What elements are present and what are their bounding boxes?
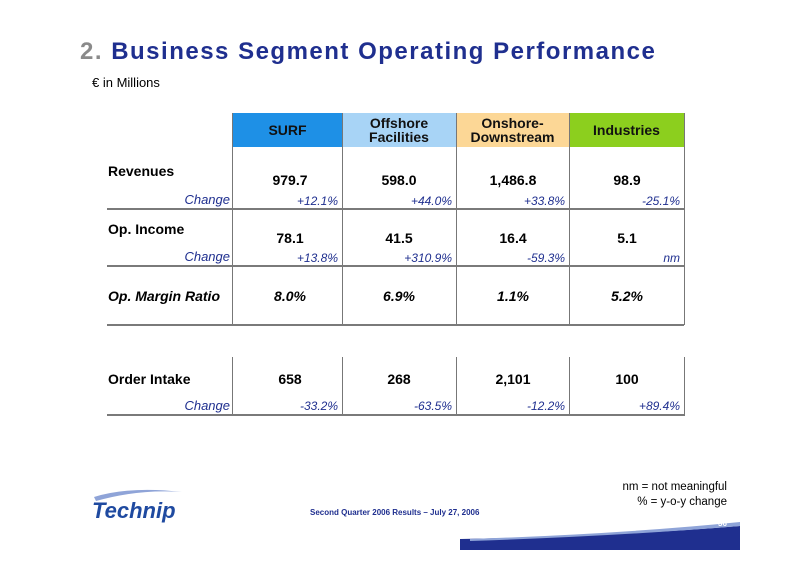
op-income-value: 5.1 xyxy=(617,230,637,246)
order-intake-value: 2,101 xyxy=(495,371,531,387)
title-text: Business Segment Operating Performance xyxy=(111,38,657,65)
revenues-change: +12.1% xyxy=(296,194,338,208)
logo-text: Technip xyxy=(92,498,176,523)
grid-line xyxy=(684,113,685,325)
revenues-value: 1,486.8 xyxy=(489,172,537,188)
header-onshore: Onshore- Downstream xyxy=(456,113,569,147)
page-title: 2. Business Segment Operating Performanc… xyxy=(80,38,656,66)
op-income-change: +13.8% xyxy=(296,251,338,265)
op-income-change: +310.9% xyxy=(404,251,452,265)
grid-line xyxy=(456,113,457,325)
grid-line xyxy=(569,113,570,325)
header-industries: Industries xyxy=(569,113,684,147)
grid-line xyxy=(342,357,343,416)
op-margin-label: Op. Margin Ratio xyxy=(108,288,220,304)
row-divider xyxy=(107,208,684,210)
grid-line xyxy=(232,113,233,325)
revenues-value: 98.9 xyxy=(613,172,641,188)
op-margin-value: 6.9% xyxy=(383,288,415,304)
header-offshore-line1: Offshore xyxy=(369,115,429,131)
revenues-change-label: Change xyxy=(184,192,230,207)
order-intake-label: Order Intake xyxy=(108,371,191,387)
revenues-label: Revenues xyxy=(108,163,175,179)
op-income-value: 78.1 xyxy=(276,230,304,246)
order-intake-value: 268 xyxy=(387,371,411,387)
op-margin-value: 1.1% xyxy=(497,288,529,304)
revenues-change: +33.8% xyxy=(523,194,565,208)
footnote: nm = not meaningful xyxy=(622,481,727,493)
grid-line xyxy=(569,357,570,416)
order-intake-change-label: Change xyxy=(184,398,230,413)
footnote: % = y-o-y change xyxy=(637,496,727,508)
revenues-change: -25.1% xyxy=(641,194,680,208)
order-intake-change: +89.4% xyxy=(638,399,680,413)
op-income-change-label: Change xyxy=(184,249,230,264)
section-number: 2. xyxy=(80,38,104,65)
order-intake-change: -33.2% xyxy=(299,399,338,413)
grid-line xyxy=(342,113,343,325)
order-intake-value: 658 xyxy=(278,371,302,387)
row-divider xyxy=(107,324,684,326)
op-income-label: Op. Income xyxy=(108,221,185,237)
op-income-change: -59.3% xyxy=(526,251,565,265)
page-number: 36 xyxy=(718,519,727,528)
row-divider xyxy=(107,265,684,267)
technip-logo: Technip xyxy=(92,489,182,523)
op-income-value: 16.4 xyxy=(499,230,527,246)
revenues-value: 979.7 xyxy=(272,172,308,188)
header-onshore-line2: Downstream xyxy=(470,129,555,145)
op-income-change: nm xyxy=(663,251,680,265)
op-margin-value: 5.2% xyxy=(611,288,643,304)
order-intake-value: 100 xyxy=(615,371,639,387)
header-offshore-line2: Facilities xyxy=(369,129,429,145)
header-surf-line1: SURF xyxy=(268,122,307,138)
order-intake-change: -12.2% xyxy=(526,399,565,413)
header-offshore: Offshore Facilities xyxy=(342,113,456,147)
grid-line xyxy=(684,357,685,416)
header-surf: SURF xyxy=(233,113,342,147)
grid-line xyxy=(232,357,233,416)
footnotes: nm = not meaningful % = y-o-y change xyxy=(622,480,727,510)
footer-band xyxy=(460,522,740,550)
order-intake-change: -63.5% xyxy=(413,399,452,413)
header-industries-line1: Industries xyxy=(593,122,660,138)
revenues-change: +44.0% xyxy=(410,194,452,208)
revenues-value: 598.0 xyxy=(381,172,417,188)
op-margin-value: 8.0% xyxy=(274,288,306,304)
row-divider xyxy=(107,414,684,416)
unit-label: € in Millions xyxy=(92,75,160,90)
header-onshore-line1: Onshore- xyxy=(481,115,544,131)
grid-line xyxy=(456,357,457,416)
op-income-value: 41.5 xyxy=(385,230,413,246)
footer-text: Second Quarter 2006 Results – July 27, 2… xyxy=(310,508,480,517)
